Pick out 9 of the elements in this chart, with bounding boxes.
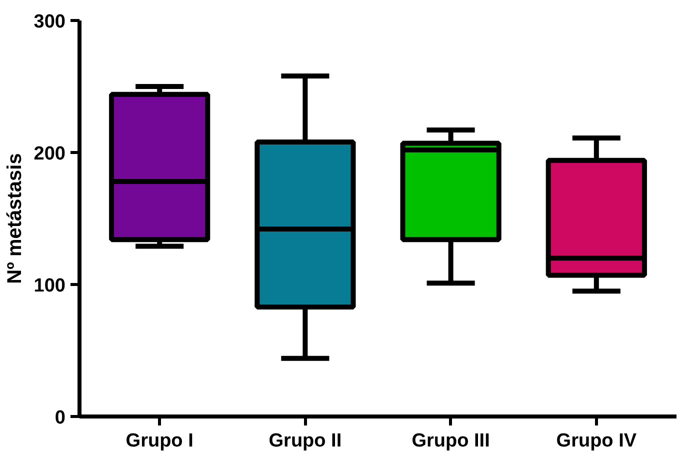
- x-tick-label: Grupo II: [268, 430, 342, 452]
- y-tick-label: 0: [54, 408, 66, 428]
- x-tick-label: Grupo I: [126, 430, 194, 452]
- x-tick-label: Grupo IV: [556, 430, 637, 452]
- x-tick-label: Grupo III: [412, 430, 490, 452]
- y-tick-label: 300: [34, 12, 66, 32]
- y-tick-label: 200: [34, 144, 66, 164]
- y-axis-title: Nº metástasis: [4, 153, 26, 284]
- y-tick-label: 100: [34, 276, 66, 296]
